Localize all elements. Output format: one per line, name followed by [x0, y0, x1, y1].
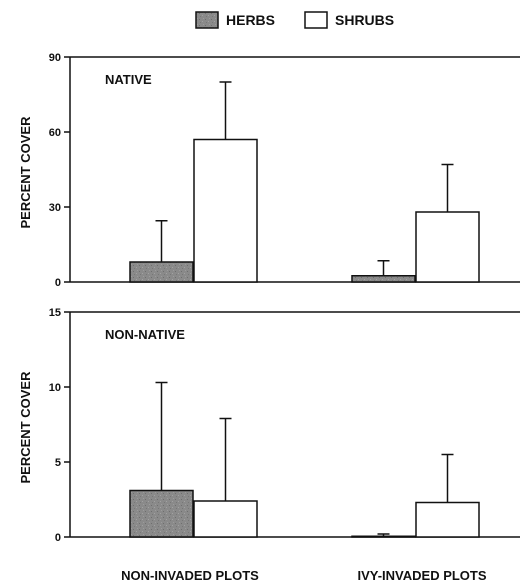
legend-swatch-herbs — [195, 11, 219, 29]
y-tick-label: 30 — [49, 202, 61, 214]
y-tick-label: 0 — [55, 277, 61, 289]
bar-shrubs — [193, 500, 258, 538]
bar-herbs — [129, 489, 194, 538]
panel-title: NATIVE — [105, 72, 152, 87]
y-tick-label: 60 — [49, 127, 61, 139]
x-category-label-1: IVY-INVADED PLOTS — [357, 568, 486, 583]
y-tick-label: 90 — [49, 52, 61, 64]
y-tick-label: 10 — [49, 382, 61, 394]
bar-shrubs — [415, 501, 480, 538]
legend-label-shrubs: SHRUBS — [335, 12, 394, 28]
y-tick-label: 0 — [55, 532, 61, 544]
y-tick-label: 15 — [49, 307, 61, 319]
panel-title: NON-NATIVE — [105, 327, 185, 342]
legend-swatch-shrubs — [304, 11, 328, 29]
legend-label-herbs: HERBS — [226, 12, 275, 28]
bar-shrubs — [193, 138, 258, 283]
bar-herbs — [351, 535, 416, 538]
panel-non-native: 0 5 10 15 PERCENT COVER NON-NATIVE — [18, 307, 520, 544]
panel-native: 0 30 60 90 PERCENT COVER NATIVE — [18, 52, 520, 289]
chart-panels: 0 30 60 90 PERCENT COVER NATIVE 0 5 10 15 PERCENT … — [18, 52, 520, 544]
y-axis-label: PERCENT COVER — [18, 371, 33, 484]
bar-shrubs — [415, 211, 480, 283]
bar-herbs — [351, 275, 416, 283]
bar-herbs — [129, 261, 194, 283]
legend: HERBS SHRUBS — [195, 11, 394, 29]
x-category-label-0: NON-INVADED PLOTS — [121, 568, 259, 583]
y-tick-label: 5 — [55, 457, 61, 469]
y-axis-label: PERCENT COVER — [18, 116, 33, 229]
